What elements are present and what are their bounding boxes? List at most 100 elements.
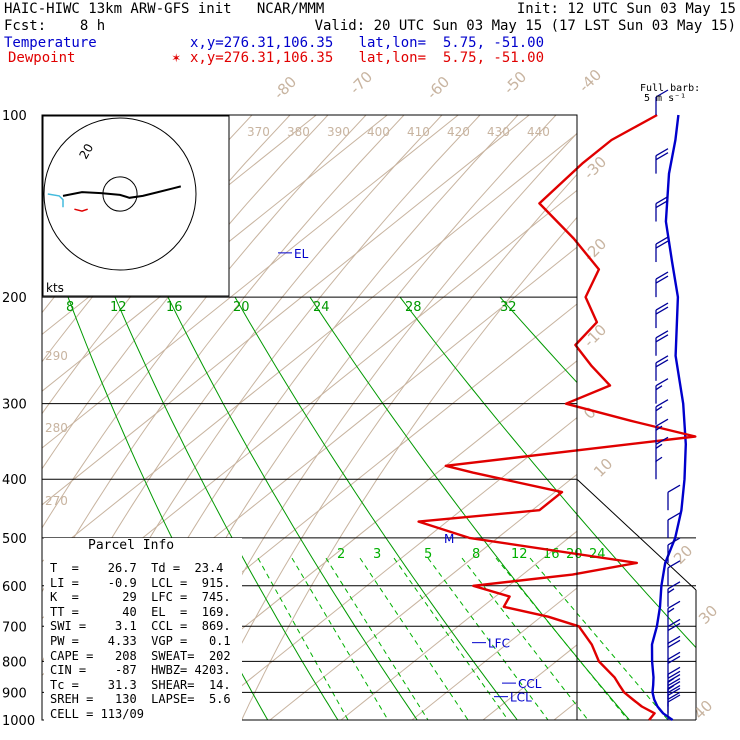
mixing-ratio-line [529, 557, 669, 720]
wind-barb-half-flag [655, 406, 663, 412]
wind-barb-flag [667, 666, 681, 675]
parcel-info-panel: Parcel Info T = 26.7 Td = 23.4 LI = -0.9 … [44, 538, 242, 722]
parcel-level-label: CCL [518, 677, 542, 691]
dewpoint-marker-icon: ✶ [172, 50, 181, 66]
mixing-ratio-label: 3 [373, 547, 381, 562]
hodograph-ring-label: 20 [76, 141, 96, 161]
wind-barb-flag [655, 148, 669, 157]
parcel-level-label: M [444, 532, 454, 546]
wind-barb-flag [655, 236, 669, 245]
pressure-tick-label: 1000 [2, 714, 35, 729]
theta-label: 440 [527, 125, 550, 139]
theta-label: 390 [327, 125, 350, 139]
hodograph-trace-low-level [47, 193, 64, 208]
wind-barb-flag [655, 195, 669, 205]
parcel-info-row: LI = -0.9 LCL = 915. [50, 575, 231, 590]
pressure-tick-label: 200 [2, 291, 27, 306]
parcel-info-row: SWI = 3.1 CCL = 869. [50, 619, 231, 634]
mixing-ratio-line [427, 557, 549, 720]
wind-barb-flag [667, 673, 681, 683]
mixing-ratio-line [461, 557, 589, 720]
isotherm-line [42, 132, 577, 563]
parcel-info-row: PW = 4.33 VGP = 0.1 [50, 633, 231, 648]
wind-barb-flag [655, 355, 669, 364]
wind-barb-flag [655, 302, 669, 311]
hodograph-panel [42, 115, 230, 297]
dewpoint-legend-label: Dewpoint [8, 50, 76, 66]
isotherm-label: -60 [423, 73, 453, 103]
parcel-info-title: Parcel Info [88, 538, 175, 553]
mixing-ratio-label: 24 [589, 547, 606, 562]
mixing-ratio-line [325, 557, 429, 720]
wind-barb-flag [667, 622, 681, 631]
wind-barb-flag [667, 677, 681, 687]
theta-label: 280 [45, 421, 68, 435]
isotherm-line [411, 587, 577, 720]
plot-frame [41, 114, 578, 721]
isotherm-line [42, 115, 459, 449]
barb-legend-line2: 5 m s⁻¹ [644, 93, 687, 104]
wind-barb-flag [667, 687, 681, 696]
wind-barb-half-flag [667, 588, 675, 594]
isotherm-line [198, 416, 577, 720]
mixing-ratio-label: 12 [511, 547, 528, 562]
wind-barb-flag [667, 600, 681, 609]
theta-label: 400 [367, 125, 390, 139]
wind-barb-flag [655, 275, 669, 284]
wind-barb-flag [667, 512, 681, 521]
dry-adiabat-line [42, 115, 329, 470]
pressure-tick-label: 900 [2, 686, 27, 701]
mixing-ratio-label: 28 [405, 300, 422, 315]
wind-barb-half-flag [655, 456, 663, 462]
temperature-profile-line [650, 114, 687, 721]
wind-barb-flag [667, 684, 681, 694]
pressure-tick-label: 500 [2, 532, 27, 547]
parcel-info-row: CIN = -87 HWBZ= 4203. [50, 663, 231, 678]
wind-barb-flag [667, 694, 681, 703]
pressure-tick-label: 100 [2, 109, 27, 124]
mixing-ratio-label: 8 [472, 547, 480, 562]
plot-frame-diagonal [576, 478, 697, 591]
temperature-location: x,y=276.31,106.35 lat,lon= 5.75, -51.00 [190, 35, 545, 51]
pressure-tick-label: 800 [2, 655, 27, 670]
forecast-hour: Fcst: 8 h [4, 18, 106, 34]
wind-barb-flag [655, 418, 669, 427]
wind-barb-half-flag [655, 443, 663, 449]
mixing-ratio-line [359, 557, 469, 720]
init-time: Init: 12 UTC Sun 03 May 15 [516, 1, 736, 17]
parcel-info-row: K = 29 LFC = 745. [50, 590, 231, 605]
wind-barb-flag [655, 378, 669, 387]
wind-barb-flag [667, 484, 681, 493]
isotherm-line [42, 115, 388, 392]
isotherm-label: -80 [270, 73, 300, 103]
isotherm-label: 10 [590, 455, 616, 481]
hodograph-outer-ring [43, 117, 197, 271]
wind-barb-flag [667, 655, 681, 664]
pressure-tick-label: 300 [2, 398, 27, 413]
wind-barb-flag [667, 680, 681, 690]
wind-barb-half-flag [655, 385, 663, 391]
theta-label: 270 [45, 494, 68, 508]
model-title: HAIC-HIWC 13km ARW-GFS init NCAR/MMM [4, 1, 325, 17]
theta-label: 430 [487, 125, 510, 139]
wind-barb-flag [667, 635, 681, 644]
theta-label: 410 [407, 125, 430, 139]
wind-barb-flag [655, 359, 669, 368]
pressure-tick-label: 600 [2, 580, 27, 595]
wind-barb-flag [667, 651, 681, 660]
parcel-info-row: T = 26.7 Td = 23.4 [50, 561, 224, 575]
wind-barb-flag [655, 271, 669, 280]
hodograph-trace [62, 185, 182, 199]
mixing-ratio-label: 20 [233, 300, 250, 315]
theta-label: 290 [45, 349, 68, 363]
mixing-ratio-line [495, 557, 629, 720]
dry-adiabat-line [42, 115, 253, 363]
wind-barb-flag [655, 334, 669, 343]
isotherm-line [42, 189, 577, 620]
dewpoint-profile-line [417, 113, 697, 721]
wind-barb-flag [655, 330, 669, 339]
mixing-ratio-line [291, 557, 389, 720]
mixing-ratio-label: 16 [166, 300, 183, 315]
moist-adiabat-line [234, 296, 518, 720]
